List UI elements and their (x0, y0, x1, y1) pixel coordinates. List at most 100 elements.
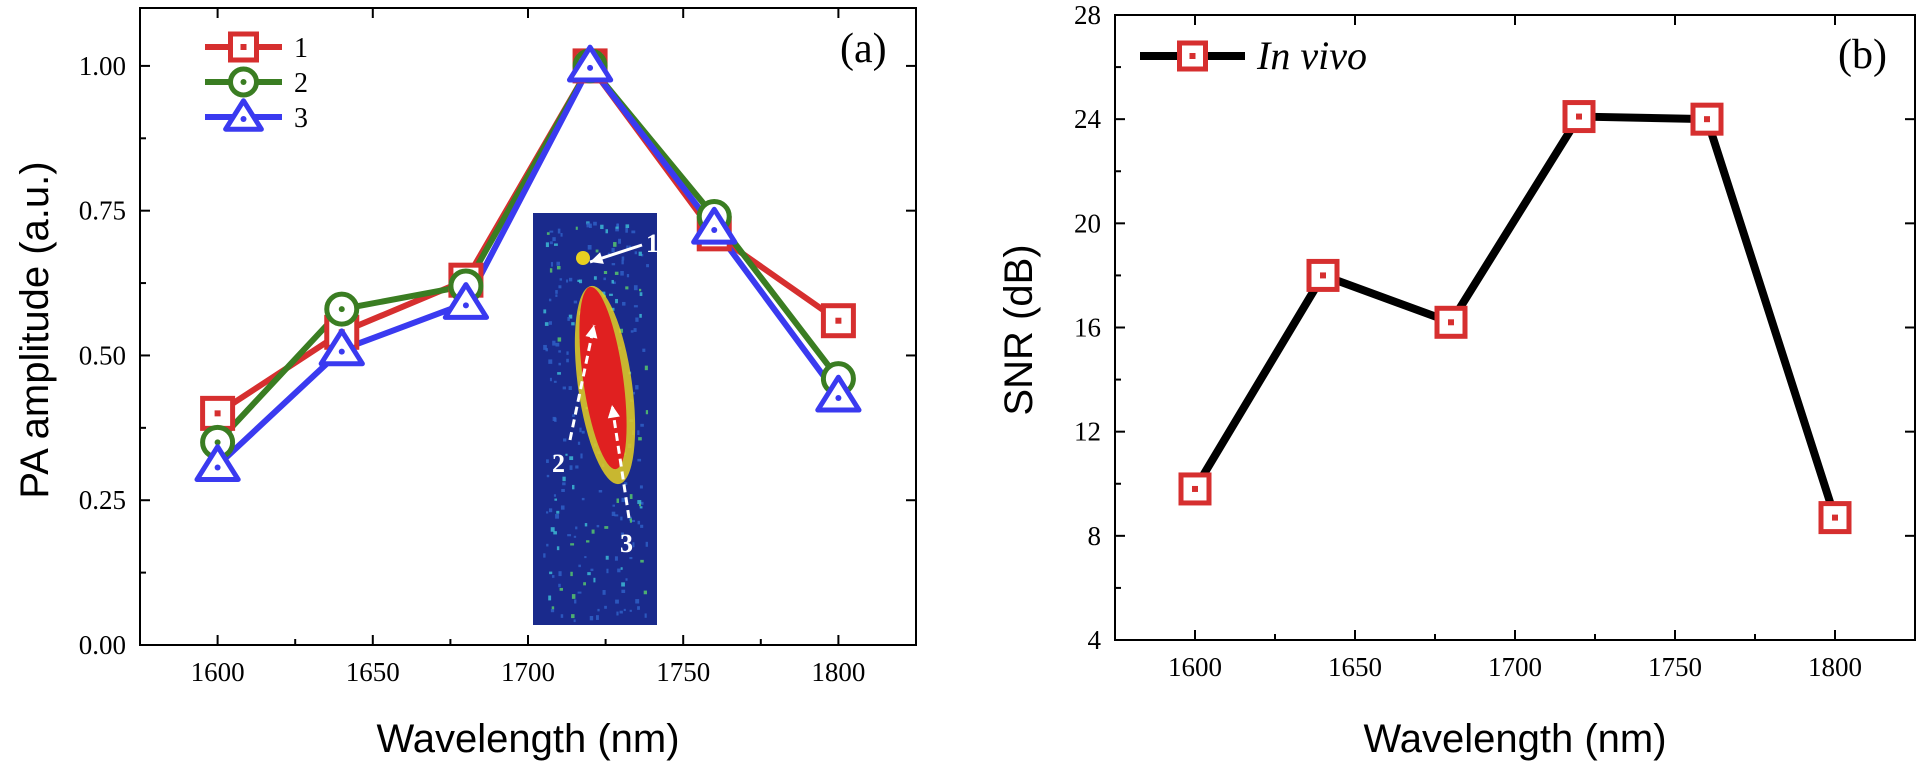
inset-speckle (548, 359, 553, 364)
panel-b-x-tick-label: 1700 (1488, 652, 1542, 682)
panel-b-y-tick-label: 24 (1074, 104, 1102, 134)
inset-speckle (619, 610, 623, 614)
inset-speckle (603, 277, 606, 281)
inset-speckle (621, 532, 624, 538)
inset-speckle (632, 542, 635, 548)
inset-speckle (552, 454, 556, 458)
inset-speckle (546, 459, 549, 463)
inset-speckle (595, 249, 599, 253)
inset-speckle (562, 476, 566, 482)
inset-speckle (640, 559, 644, 563)
panel-a-data-point-1 (200, 395, 236, 431)
inset-speckle (639, 292, 643, 296)
inset-speckle (553, 380, 557, 383)
inset-speckle (639, 313, 642, 318)
inset-speckle (544, 322, 549, 326)
inset-speckle (605, 229, 608, 234)
panel-b-x-axis-title: Wavelength (nm) (1363, 717, 1666, 761)
inset-arrow-head (607, 405, 620, 419)
panel-b-x-tick-label: 1650 (1328, 652, 1382, 682)
inset-speckle (626, 274, 630, 278)
inset-speckle (605, 555, 609, 560)
inset-speckle (546, 543, 549, 547)
inset-speckle (624, 482, 628, 485)
inset-speckle (615, 228, 619, 232)
inset-speckle (639, 485, 643, 489)
inset-speckle (561, 488, 565, 492)
inset-speckle (640, 423, 644, 427)
panel-b-frame (1114, 14, 1916, 641)
inset-speckle (566, 279, 569, 283)
panel-a-legend-marker (223, 98, 264, 132)
inset-speckle (638, 503, 641, 507)
inset-speckle (553, 243, 558, 246)
inset-speckle (548, 508, 553, 513)
panel-a-x-axis-title: Wavelength (nm) (376, 717, 679, 761)
inset-speckle (625, 286, 629, 290)
panel-a-label: (a) (840, 26, 887, 72)
inset-speckle (556, 510, 560, 514)
panel-a-y-tick-label: 0.75 (79, 196, 126, 226)
inset-speckle (549, 241, 553, 245)
inset-speckle (616, 498, 619, 503)
inset-speckle (578, 564, 581, 568)
inset-speckle (570, 571, 573, 577)
inset-speckle (584, 556, 587, 559)
panel-a-y-tick-label: 0.50 (79, 340, 126, 370)
panel-a-data-point-3 (442, 282, 490, 320)
inset-speckle (641, 253, 644, 257)
panel-b-data-point-in-vivo (1178, 472, 1212, 506)
inset-speckle (621, 582, 625, 587)
panel-a-data-point-3 (194, 444, 241, 483)
inset-arrow-line (568, 324, 596, 441)
inset-speckle (625, 578, 628, 581)
inset-small-spot (576, 251, 590, 265)
inset-speckle (558, 571, 562, 577)
inset-speckle (635, 317, 639, 322)
inset-speckle (571, 594, 576, 599)
inset-speckle (587, 572, 591, 576)
panel-b-series-line-in-vivo (1191, 112, 1839, 519)
inset-speckle (645, 541, 648, 547)
inset-speckle (591, 529, 595, 534)
panel-b-y-axis-title: SNR (dB) (997, 244, 1041, 415)
panel-b: 1600 1650 1700 1750 1800 4 8 12 16 20 24 28 (b) Wa… (997, 0, 1916, 761)
panel-a-legend: 1 2 3 (205, 31, 308, 134)
panel-a-y-tick-label: 1.00 (79, 51, 126, 81)
panel-b-y-tick-label: 12 (1074, 417, 1101, 447)
inset-speckle (557, 337, 562, 342)
inset-speckle (611, 263, 616, 266)
inset-speckle (642, 348, 646, 352)
inset-speckle (572, 484, 575, 490)
inset-speckle (612, 281, 616, 285)
inset-speckle (637, 520, 641, 525)
inset-speckle (619, 328, 624, 333)
panel-b-label: (b) (1838, 32, 1887, 78)
inset-speckle (606, 568, 609, 574)
inset-speckle (634, 251, 638, 255)
panel-a-legend-marker (228, 66, 259, 98)
panel-a-data-point-1 (820, 303, 856, 339)
inset-speckle (560, 233, 563, 237)
inset-speckle (584, 523, 588, 527)
inset-speckle (603, 271, 608, 275)
inset-speckle (567, 317, 570, 321)
inset-speckle (549, 571, 553, 575)
inset-speckle (580, 453, 583, 459)
panel-b-legend-marker (1177, 40, 1208, 72)
inset-speckle (613, 242, 617, 247)
inset-speckle (621, 589, 626, 593)
inset-speckle (559, 587, 563, 591)
inset-speckle (548, 298, 552, 302)
inset-speckle (568, 386, 572, 390)
inset-speckle (569, 465, 573, 470)
inset-speckle (546, 232, 550, 235)
panel-b-data-point-in-vivo (1434, 305, 1468, 339)
inset-speckle (620, 567, 623, 570)
inset-speckle (562, 386, 567, 390)
panel-a-legend-label: 2 (294, 68, 308, 99)
panel-a-x-tick-label: 1600 (191, 657, 245, 687)
inset-speckle (621, 256, 625, 261)
panel-a-legend-marker (228, 31, 259, 63)
inset-speckle (604, 605, 607, 609)
